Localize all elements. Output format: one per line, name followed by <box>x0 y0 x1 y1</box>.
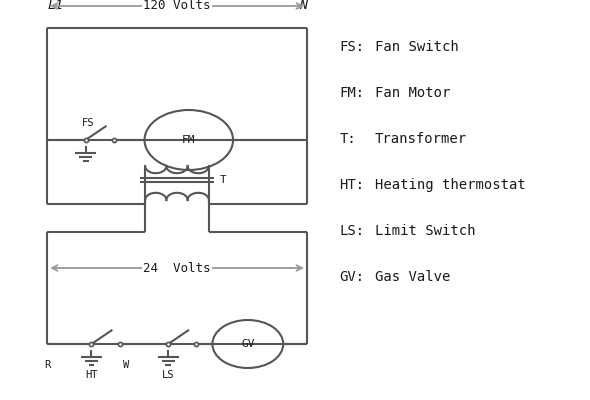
Text: LS: LS <box>162 370 175 380</box>
Text: HT:: HT: <box>339 178 365 192</box>
Text: LS:: LS: <box>339 224 365 238</box>
Text: N: N <box>299 0 307 12</box>
Text: T:: T: <box>339 132 356 146</box>
Text: W: W <box>123 360 129 370</box>
Text: Heating thermostat: Heating thermostat <box>375 178 526 192</box>
Text: R: R <box>44 360 50 370</box>
Text: GV: GV <box>241 339 254 349</box>
Text: 24  Volts: 24 Volts <box>143 262 211 274</box>
Text: Limit Switch: Limit Switch <box>375 224 475 238</box>
Text: Fan Motor: Fan Motor <box>375 86 450 100</box>
Text: GV:: GV: <box>339 270 365 284</box>
Text: L1: L1 <box>47 0 63 12</box>
Text: FM:: FM: <box>339 86 365 100</box>
Text: Gas Valve: Gas Valve <box>375 270 450 284</box>
Text: FM: FM <box>182 135 195 145</box>
Text: Fan Switch: Fan Switch <box>375 40 458 54</box>
Text: HT: HT <box>85 370 98 380</box>
Text: T: T <box>220 175 227 185</box>
Text: Transformer: Transformer <box>375 132 467 146</box>
Text: FS:: FS: <box>339 40 365 54</box>
Text: FS: FS <box>82 118 95 128</box>
Text: 120 Volts: 120 Volts <box>143 0 211 12</box>
